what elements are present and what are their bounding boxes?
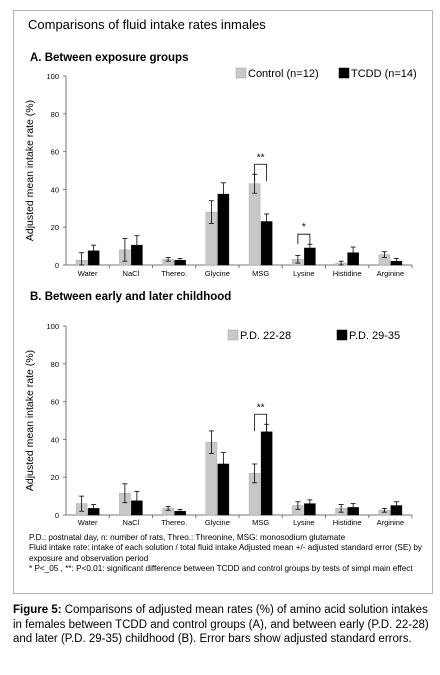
significance-label: ** (257, 152, 265, 163)
significance-label: * (302, 222, 306, 233)
y-tick-label: 80 (51, 110, 59, 119)
y-tick-label: 60 (51, 398, 59, 407)
significance-bracket (297, 233, 311, 245)
panel-b-title: B. Between early and later childhood (30, 291, 232, 303)
note-significance: * P<_05 , **: P<0.01: significant differ… (29, 563, 413, 573)
legend-label: P.D. 22-28 (240, 330, 291, 342)
y-tick-label: 0 (55, 511, 59, 520)
x-tick-label: Water (78, 269, 98, 278)
significance-bracket (254, 163, 268, 182)
caption-label: Figure 5: (13, 604, 62, 616)
legend-label: P.D. 29-35 (349, 330, 400, 342)
x-tick-label: Glycine (205, 518, 230, 527)
significance-label: ** (257, 402, 265, 413)
figure-main-title: Comparisons of fluid intake rates inmale… (28, 17, 266, 32)
note-abbreviations: P.D.: postnatal day, n: number of rats, … (29, 533, 346, 542)
bar (260, 431, 273, 516)
y-tick-label: 20 (51, 223, 59, 232)
x-tick-label: Thereo. (161, 518, 187, 527)
legend-swatch (338, 67, 350, 79)
x-tick-label: Histidine (333, 269, 362, 278)
x-tick-label: Lysine (293, 518, 314, 527)
y-axis-label: Adjusted mean intake rate (%) (24, 100, 36, 241)
legend-swatch (235, 67, 247, 79)
y-tick-label: 0 (55, 261, 59, 270)
figure-caption: Figure 5: Comparisons of adjusted mean r… (13, 603, 433, 647)
y-tick-label: 40 (51, 435, 59, 444)
y-tick-label: 100 (46, 72, 59, 81)
panel-a-title: A. Between exposure groups (30, 52, 189, 64)
y-tick-label: 20 (51, 473, 59, 482)
x-tick-label: Lysine (293, 269, 314, 278)
x-tick-label: Water (78, 518, 98, 527)
y-tick-label: 100 (46, 322, 59, 331)
legend-label: TCDD (n=14) (351, 68, 417, 80)
caption-text: Comparisons of adjusted mean rates (%) o… (13, 604, 429, 645)
y-axis-label: Adjusted mean intake rate (%) (24, 350, 36, 491)
x-tick-label: Thereo. (161, 269, 187, 278)
x-tick-label: Arginine (377, 269, 405, 278)
figure-notes: P.D.: postnatal day, n: number of rats, … (29, 533, 425, 574)
y-tick-label: 40 (51, 185, 59, 194)
x-tick-label: MSG (252, 518, 269, 527)
significance-bracket (254, 413, 268, 432)
x-tick-label: Arginine (377, 518, 405, 527)
x-tick-label: NaCl (123, 518, 140, 527)
x-tick-label: Histidine (333, 518, 362, 527)
note-intake-rate: Fluid intake rate: intake of each soluti… (29, 543, 422, 563)
legend-swatch (227, 329, 239, 341)
legend-swatch (336, 329, 348, 341)
x-tick-label: MSG (252, 269, 269, 278)
legend-label: Control (n=12) (248, 68, 319, 80)
y-tick-label: 60 (51, 148, 59, 157)
y-tick-label: 80 (51, 360, 59, 369)
x-tick-label: Glycine (205, 269, 230, 278)
x-tick-label: NaCl (123, 269, 140, 278)
